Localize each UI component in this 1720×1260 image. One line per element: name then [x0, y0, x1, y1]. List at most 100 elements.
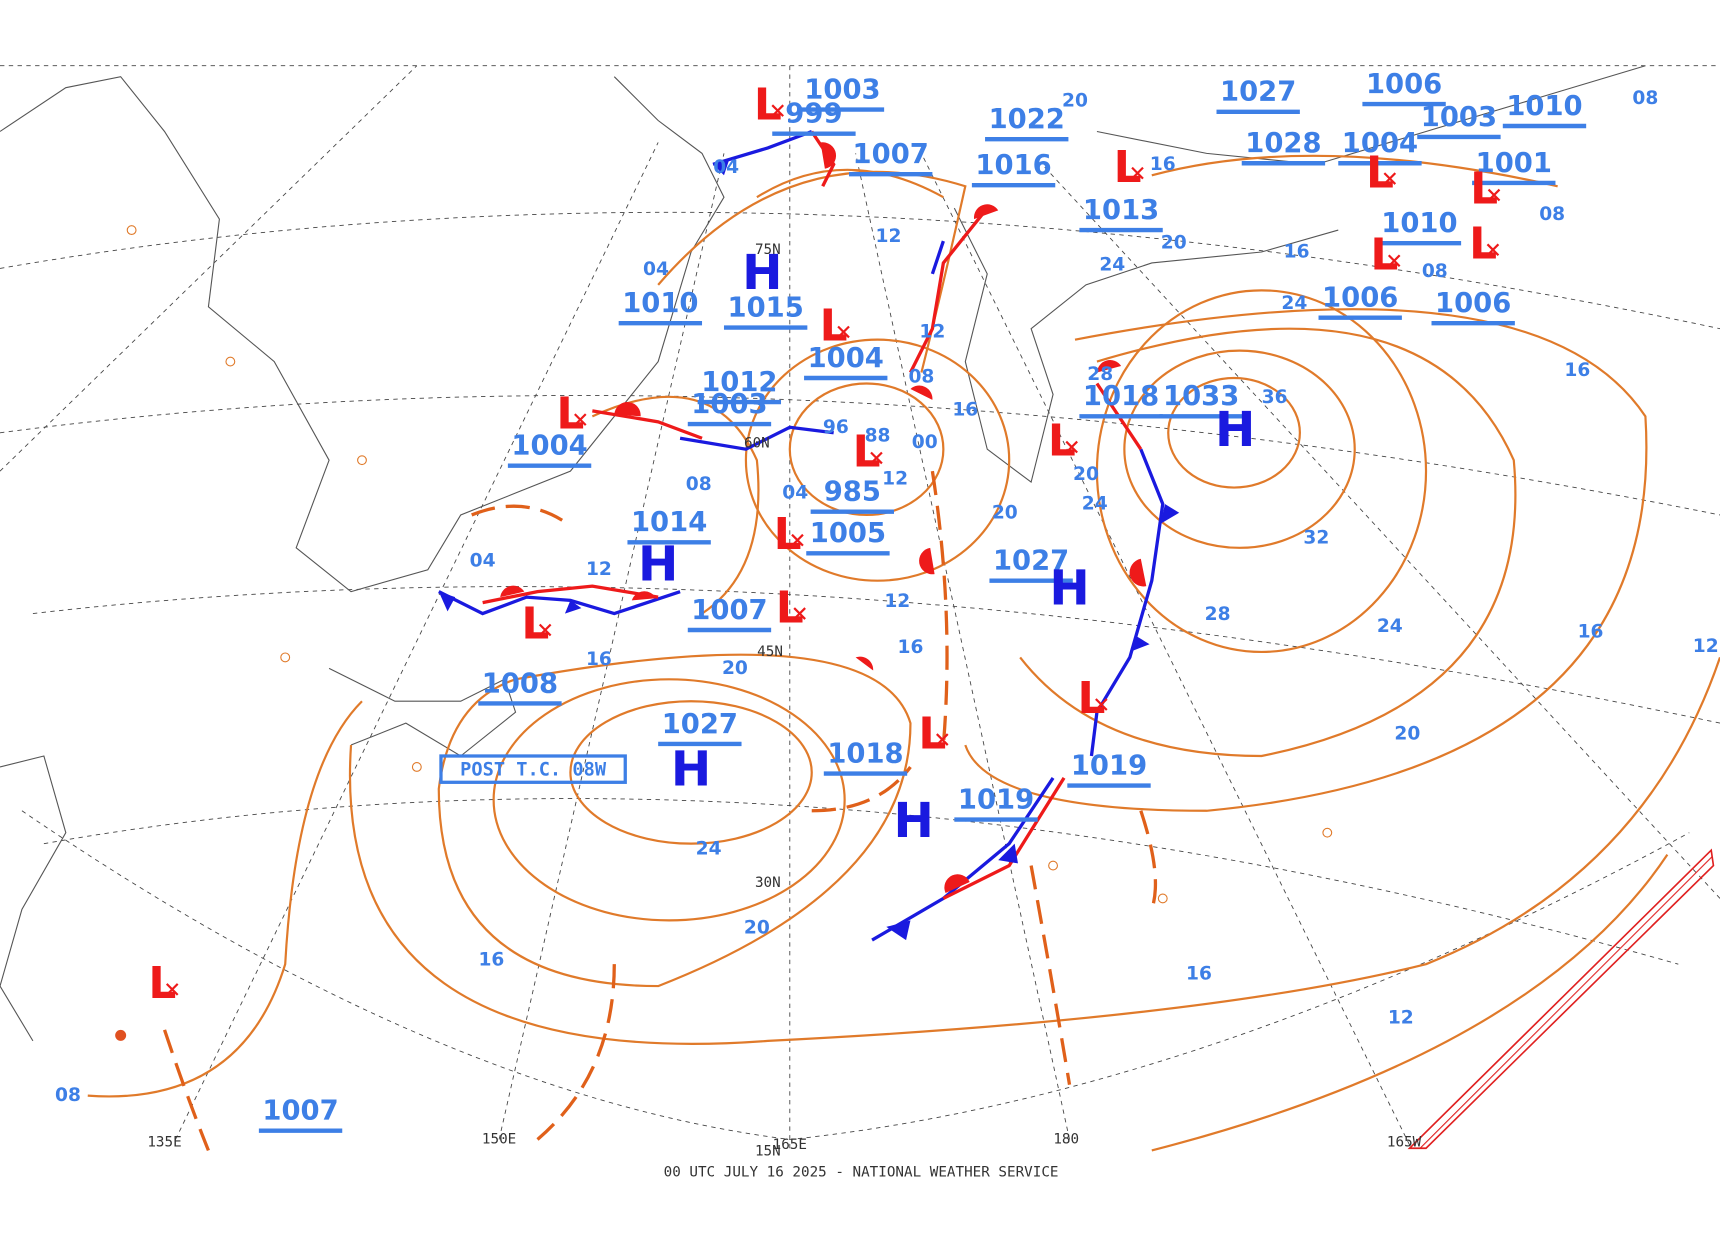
pressure-label: 1027	[1220, 77, 1296, 108]
polygon	[564, 600, 582, 614]
circle	[411, 762, 422, 772]
low-cross	[793, 607, 806, 620]
isobar-label: 16	[897, 637, 923, 658]
isobar-label: 12	[882, 468, 908, 489]
isobar-label: 20	[1161, 233, 1187, 254]
pressure-label: 1003	[1421, 102, 1497, 133]
isobar-label: 12	[919, 321, 945, 342]
isobar	[788, 382, 945, 517]
isobar-label: 32	[1303, 527, 1329, 548]
pressure-label: 1018	[1083, 381, 1159, 412]
pressure-label: 1027	[993, 546, 1069, 577]
low-center: L	[556, 388, 584, 439]
latitude-label: 75N	[755, 242, 781, 258]
isobar-label: 08	[1632, 88, 1658, 109]
stations	[115, 225, 1333, 1041]
isobar-label: 12	[884, 591, 910, 612]
pressure-label: 1015	[728, 292, 804, 323]
pressure-label: 1007	[262, 1096, 338, 1127]
trough	[536, 964, 616, 1141]
isobar-label: 16	[1284, 242, 1310, 263]
pressure-label: 1006	[1322, 283, 1398, 314]
annotation: POST T.C. 08W	[460, 760, 607, 781]
pressure-label: 1019	[1071, 750, 1147, 781]
path	[614, 402, 641, 417]
isobar-label: 20	[1062, 90, 1088, 111]
path	[820, 142, 837, 169]
coast	[0, 76, 725, 593]
pressure-label: 1028	[1245, 128, 1321, 159]
circle	[357, 455, 367, 466]
path	[1096, 360, 1122, 373]
pressure-label: 1019	[958, 784, 1034, 815]
coastlines	[0, 65, 1646, 1042]
trough	[930, 470, 949, 746]
pressure-label: 1013	[1083, 195, 1159, 226]
path	[482, 584, 659, 605]
longitude-label: 180	[1053, 1131, 1079, 1147]
path	[438, 590, 681, 616]
isobar-label: 16	[478, 949, 504, 970]
grat	[32, 586, 1720, 724]
isobar	[1167, 376, 1301, 489]
high-center: H	[671, 741, 711, 797]
low-cross	[936, 733, 949, 746]
low-center: L	[1370, 229, 1398, 280]
grat	[21, 810, 1690, 1140]
pressure-label: 1012	[701, 367, 777, 398]
isobar-label: 28	[1087, 364, 1113, 385]
isobar	[591, 395, 760, 615]
isobar	[1123, 349, 1356, 549]
isobar	[569, 700, 813, 845]
low-cross	[165, 983, 179, 996]
isobar-label: 04	[713, 157, 739, 178]
path	[1089, 448, 1165, 757]
high-center: H	[1215, 402, 1255, 458]
low-cross	[574, 413, 587, 426]
isobar-label: 16	[1150, 154, 1176, 175]
isobar-label: 16	[1564, 360, 1590, 381]
low-cross	[837, 325, 850, 339]
pressure-label: 1006	[1435, 288, 1511, 319]
low-center: L	[1470, 164, 1498, 215]
isobar-label: 24	[1099, 255, 1125, 276]
isobar-label: 36	[1262, 387, 1288, 408]
low-center: L	[1114, 142, 1142, 193]
pressure-label: 1004	[511, 431, 587, 462]
circle	[225, 356, 236, 367]
trough	[811, 765, 912, 813]
low-center: L	[1469, 219, 1497, 270]
longitude-label: 165E	[773, 1137, 807, 1153]
path	[1129, 558, 1147, 587]
path	[679, 425, 834, 451]
grat	[43, 798, 1679, 965]
trough	[162, 1029, 210, 1152]
polygon	[998, 843, 1018, 864]
high-center: H	[742, 245, 782, 301]
isobar	[87, 700, 363, 1098]
low-center: L	[148, 958, 176, 1009]
path	[919, 547, 935, 575]
isobar-label: 04	[643, 259, 669, 280]
isobar-label: 24	[1377, 616, 1403, 637]
circle	[280, 652, 291, 663]
latitude-label: 60N	[744, 436, 770, 452]
low-cross	[1095, 698, 1108, 711]
low-cross	[538, 623, 552, 637]
isobar-label: 08	[908, 366, 934, 387]
isobar	[1151, 854, 1669, 1152]
path	[500, 585, 525, 598]
trough	[471, 504, 572, 528]
isobar	[437, 653, 912, 988]
isobar-label: 16	[586, 649, 612, 670]
low-center: L	[754, 79, 782, 130]
isobar	[756, 168, 944, 199]
pressure-label: 1033	[1163, 381, 1239, 412]
low-cross	[870, 451, 883, 465]
isobar-label: 20	[744, 918, 770, 939]
isobar-label: 12	[586, 559, 612, 580]
coast	[1096, 65, 1646, 165]
polygon	[1129, 635, 1150, 652]
path	[712, 129, 813, 166]
low-center: L	[774, 509, 802, 560]
